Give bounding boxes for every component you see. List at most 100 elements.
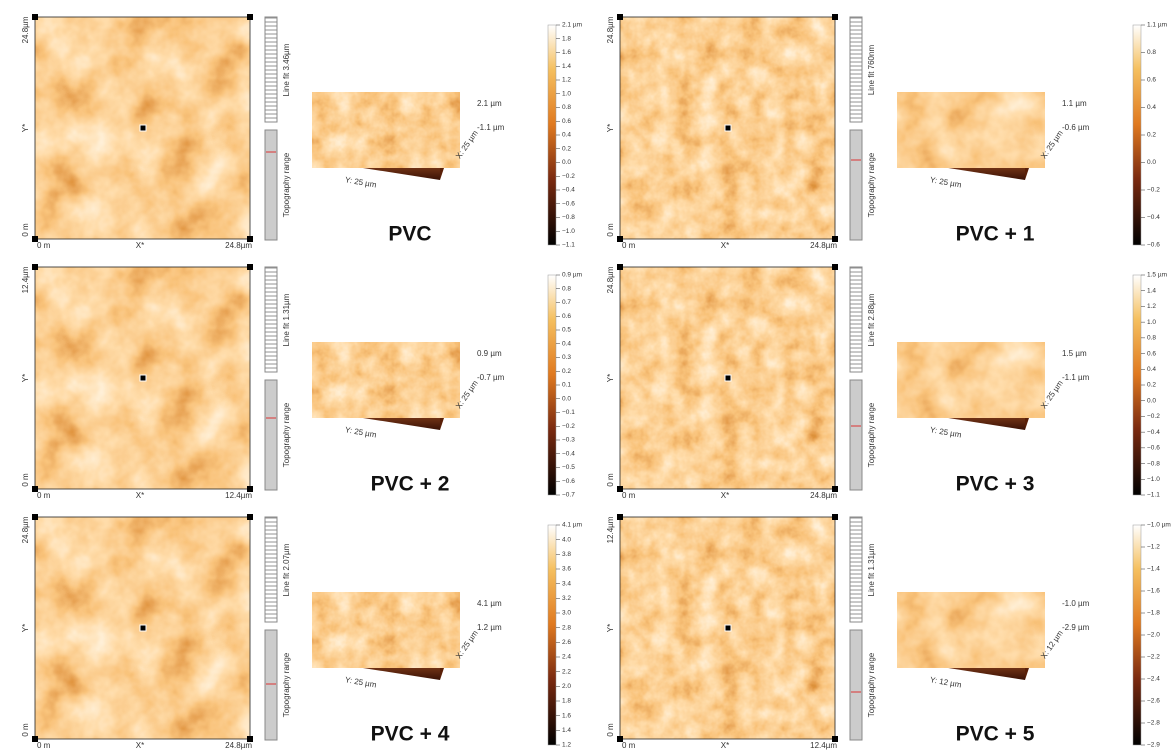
colorbar-label: 0.7 <box>562 299 571 306</box>
colorbar-label: −0.4 <box>1147 429 1160 436</box>
surface-x-axis: X: 25 µm <box>454 629 480 661</box>
range-label: Topography range <box>282 402 291 467</box>
surface-x-axis: X: 25 µm <box>1039 129 1065 161</box>
center-marker <box>725 625 731 631</box>
corner-marker <box>32 264 38 270</box>
corner-marker <box>617 514 623 520</box>
colorbar <box>1133 275 1141 495</box>
colorbar-label: 0.6 <box>1147 77 1156 84</box>
colorbar-label: −0.4 <box>1147 214 1160 221</box>
y-top-label: 24.8µm <box>21 516 30 543</box>
x-mid-label: X* <box>721 241 729 250</box>
panel-title: PVC + 3 <box>956 473 1035 496</box>
colorbar-label: −1.0 µm <box>1147 522 1171 529</box>
range-label: Topography range <box>867 652 876 717</box>
colorbar-label: 0.2 <box>1147 132 1156 139</box>
line-fit-label: Line fit 3.46µm <box>282 43 291 96</box>
colorbar-label: −0.6 <box>1147 445 1160 452</box>
y-top-label: 12.4µm <box>606 516 615 543</box>
colorbar-label: 2.4 <box>562 654 571 661</box>
x-left-label: 0 m <box>622 241 636 250</box>
center-marker <box>140 125 146 131</box>
x-mid-label: X* <box>721 491 729 500</box>
colorbar-label: −0.2 <box>1147 187 1160 194</box>
colorbar-label: 1.8 <box>562 698 571 705</box>
colorbar-label: 0.4 <box>562 340 571 347</box>
surface-min: -2.9 µm <box>1062 623 1090 632</box>
figure: 24.8µm Y* 0 m 0 m X* 24.8µm Line fit 3.46µm Top… <box>0 0 1176 752</box>
y-bottom-label: 0 m <box>21 473 30 487</box>
corner-marker <box>617 264 623 270</box>
colorbar-label: −1.4 <box>1147 566 1160 573</box>
surface-x-axis: X: 25 µm <box>454 129 480 161</box>
range-label: Topography range <box>282 152 291 217</box>
panel-title: PVC + 1 <box>956 223 1035 246</box>
center-marker <box>140 375 146 381</box>
line-fit-bar <box>265 517 277 622</box>
colorbar-label: 3.0 <box>562 610 571 617</box>
colorbar-label: 1.2 <box>1147 303 1156 310</box>
center-marker <box>140 625 146 631</box>
colorbar-label: 0.6 <box>1147 350 1156 357</box>
range-bar <box>265 630 277 740</box>
x-right-label: 24.8µm <box>810 491 837 500</box>
colorbar-label: 4.1 µm <box>562 522 582 529</box>
x-mid-label: X* <box>136 741 144 750</box>
colorbar-label: 2.2 <box>562 668 571 675</box>
y-mid-label: Y* <box>606 124 615 132</box>
surface-x-axis: X: 12 µm <box>1039 629 1065 661</box>
colorbar-label: 0.6 <box>562 313 571 320</box>
y-bottom-label: 0 m <box>606 473 615 487</box>
colorbar-label: 3.4 <box>562 580 571 587</box>
surface-x-axis: X: 25 µm <box>1039 379 1065 411</box>
surface-min: -1.1 µm <box>1062 373 1090 382</box>
colorbar-label: 0.5 <box>562 327 571 334</box>
colorbar-label: 3.8 <box>562 551 571 558</box>
colorbar-label: −2.9 <box>1147 742 1160 749</box>
corner-marker <box>247 264 253 270</box>
y-mid-label: Y* <box>606 374 615 382</box>
colorbar-label: 3.2 <box>562 595 571 602</box>
x-right-label: 12.4µm <box>225 491 252 500</box>
x-left-label: 0 m <box>622 741 636 750</box>
colorbar-label: 0.4 <box>562 132 571 139</box>
y-mid-label: Y* <box>21 124 30 132</box>
colorbar-label: −2.4 <box>1147 676 1160 683</box>
colorbar-label: −0.7 <box>562 492 575 499</box>
range-bar <box>850 380 862 490</box>
y-bottom-label: 0 m <box>21 723 30 737</box>
colorbar-label: 2.8 <box>562 624 571 631</box>
line-fit-label: Line fit 760nm <box>867 45 876 96</box>
colorbar-label: 1.0 <box>562 90 571 97</box>
colorbar <box>548 25 556 245</box>
x-right-label: 12.4µm <box>810 741 837 750</box>
colorbar-label: 1.4 <box>562 63 571 70</box>
x-mid-label: X* <box>136 241 144 250</box>
colorbar-label: 0.8 <box>1147 335 1156 342</box>
center-marker <box>725 375 731 381</box>
surface-max: 1.5 µm <box>1062 349 1087 358</box>
colorbar-label: 0.3 <box>562 354 571 361</box>
x-right-label: 24.8µm <box>225 741 252 750</box>
colorbar-label: 0.6 <box>562 118 571 125</box>
colorbar-label: 2.1 µm <box>562 22 582 29</box>
colorbar-label: 0.2 <box>562 145 571 152</box>
x-left-label: 0 m <box>37 241 51 250</box>
range-label: Topography range <box>282 652 291 717</box>
colorbar-label: 0.4 <box>1147 366 1156 373</box>
line-fit-label: Line fit 2.07µm <box>282 543 291 596</box>
colorbar-label: −0.4 <box>562 187 575 194</box>
colorbar-label: −1.2 <box>1147 544 1160 551</box>
panel: 24.8µmY*0 m0 mX*24.8µmLine fit 760nmTopo… <box>606 14 1167 250</box>
surface-y-axis: Y: 25 µm <box>344 175 377 189</box>
surface-min: -0.7 µm <box>477 373 505 382</box>
colorbar-label: 3.6 <box>562 566 571 573</box>
colorbar-label: 1.2 <box>562 77 571 84</box>
colorbar-label: 0.4 <box>1147 104 1156 111</box>
x-right-label: 24.8µm <box>810 241 837 250</box>
line-fit-label: Line fit 2.88µm <box>867 293 876 346</box>
colorbar-label: 0.8 <box>562 104 571 111</box>
colorbar-label: −0.1 <box>562 409 575 416</box>
panel-title: PVC + 5 <box>956 723 1035 746</box>
